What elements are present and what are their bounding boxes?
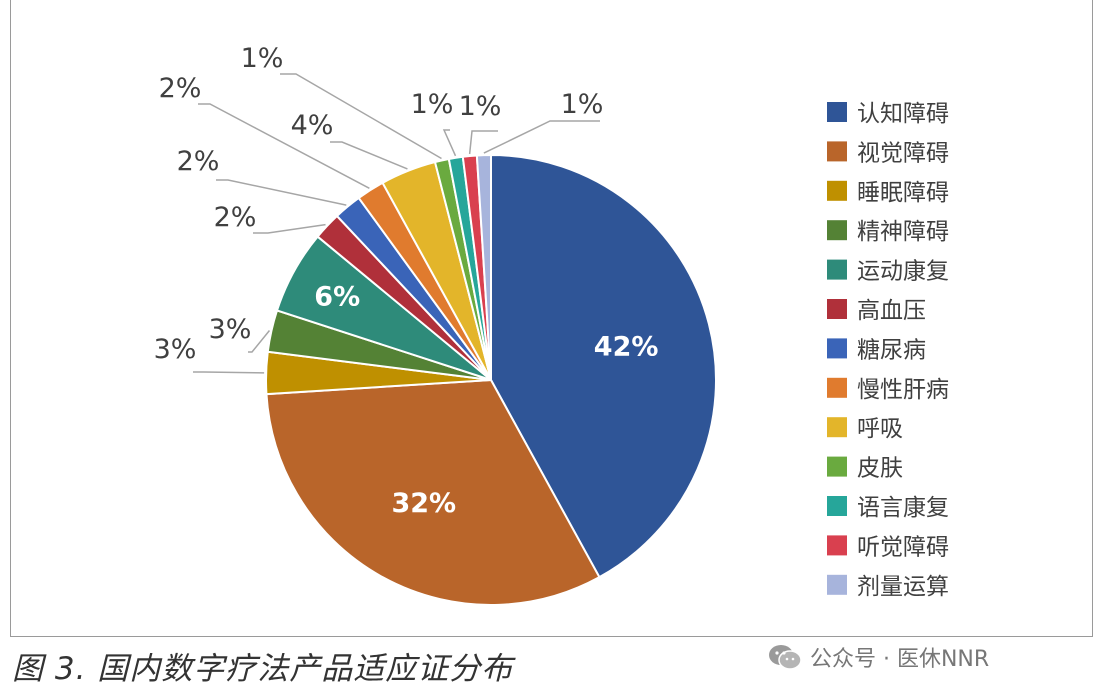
pie-chart: 42%32%3%3%6%2%2%2%4%1%1% 1% 1% 认知障碍视觉障碍睡眠障… <box>154 43 949 606</box>
legend-label-3: 睡眠障碍 <box>857 180 949 206</box>
legend-label-7: 糖尿病 <box>857 337 926 363</box>
leader-line-9 <box>330 141 408 170</box>
slice-label-4: 3% <box>209 314 252 345</box>
legend-swatch-12 <box>827 535 847 556</box>
legend-label-8: 慢性肝病 <box>857 377 949 403</box>
slice-label-6: 2% <box>214 202 257 233</box>
leader-line-6 <box>253 223 326 234</box>
leader-line-13 <box>483 120 600 154</box>
legend-swatch-1 <box>827 102 847 122</box>
slice-label-3: 3% <box>154 334 197 365</box>
legend-label-13: 剂量运算 <box>857 574 949 600</box>
legend-label-6: 高血压 <box>857 298 926 324</box>
leader-lines <box>193 73 600 374</box>
slice-label-11: 1% <box>411 89 454 120</box>
slice-label-9: 4% <box>291 110 334 141</box>
slice-label-1: 42% <box>594 331 659 362</box>
watermark: 公众号 · 医休NNR <box>768 641 989 673</box>
leader-line-7 <box>216 179 347 206</box>
slice-label-13: 1% <box>561 89 604 120</box>
legend-swatch-8 <box>827 377 847 398</box>
legend-label-12: 听觉障碍 <box>857 534 949 560</box>
slice-label-5: 6% <box>314 281 360 312</box>
slice-label-10: 1% <box>241 43 284 74</box>
legend-swatch-3 <box>827 180 847 201</box>
leader-line-8 <box>198 103 370 190</box>
pie-slices <box>265 153 717 606</box>
legend-label-4: 精神障碍 <box>857 219 949 245</box>
leader-line-11 <box>442 129 457 157</box>
wechat-icon <box>769 645 802 670</box>
legend-label-11: 语言康复 <box>857 495 949 521</box>
legend: 认知障碍视觉障碍睡眠障碍精神障碍运动康复高血压糖尿病慢性肝病呼吸皮肤语言康复听觉… <box>827 101 949 600</box>
legend-label-2: 视觉障碍 <box>857 140 949 166</box>
figure-caption: 图 3. 国内数字疗法产品适应证分布 <box>12 651 514 687</box>
slice-label-7: 2% <box>177 146 220 177</box>
slice-labels: 42%32%3%3%6%2%2%2%4%1%1% 1% 1% <box>154 43 659 519</box>
slice-label-2: 32% <box>391 488 456 519</box>
leader-line-12 <box>468 130 498 155</box>
legend-swatch-6 <box>827 299 847 319</box>
legend-swatch-13 <box>827 574 847 595</box>
leader-line-3 <box>193 371 265 374</box>
pie-slice-1 <box>490 153 717 579</box>
legend-label-1: 认知障碍 <box>857 101 949 127</box>
slice-label-8: 2% <box>159 73 202 104</box>
chart-frame <box>10 0 1093 637</box>
pie-slice-13 <box>475 153 492 381</box>
legend-swatch-10 <box>827 456 847 477</box>
legend-swatch-4 <box>827 220 847 241</box>
legend-swatch-11 <box>827 496 847 516</box>
pie-slice-2 <box>265 378 601 606</box>
legend-label-10: 皮肤 <box>857 456 903 482</box>
legend-label-5: 运动康复 <box>857 259 949 285</box>
slice-label-12: 1% <box>459 91 502 122</box>
leader-line-10 <box>280 73 442 160</box>
legend-swatch-5 <box>827 259 847 280</box>
legend-swatch-7 <box>827 338 847 359</box>
leader-line-4 <box>248 330 271 353</box>
legend-swatch-2 <box>827 141 847 162</box>
legend-label-9: 呼吸 <box>857 416 903 442</box>
watermark-text: 公众号 · 医休NNR <box>810 647 990 672</box>
legend-swatch-9 <box>827 417 847 438</box>
